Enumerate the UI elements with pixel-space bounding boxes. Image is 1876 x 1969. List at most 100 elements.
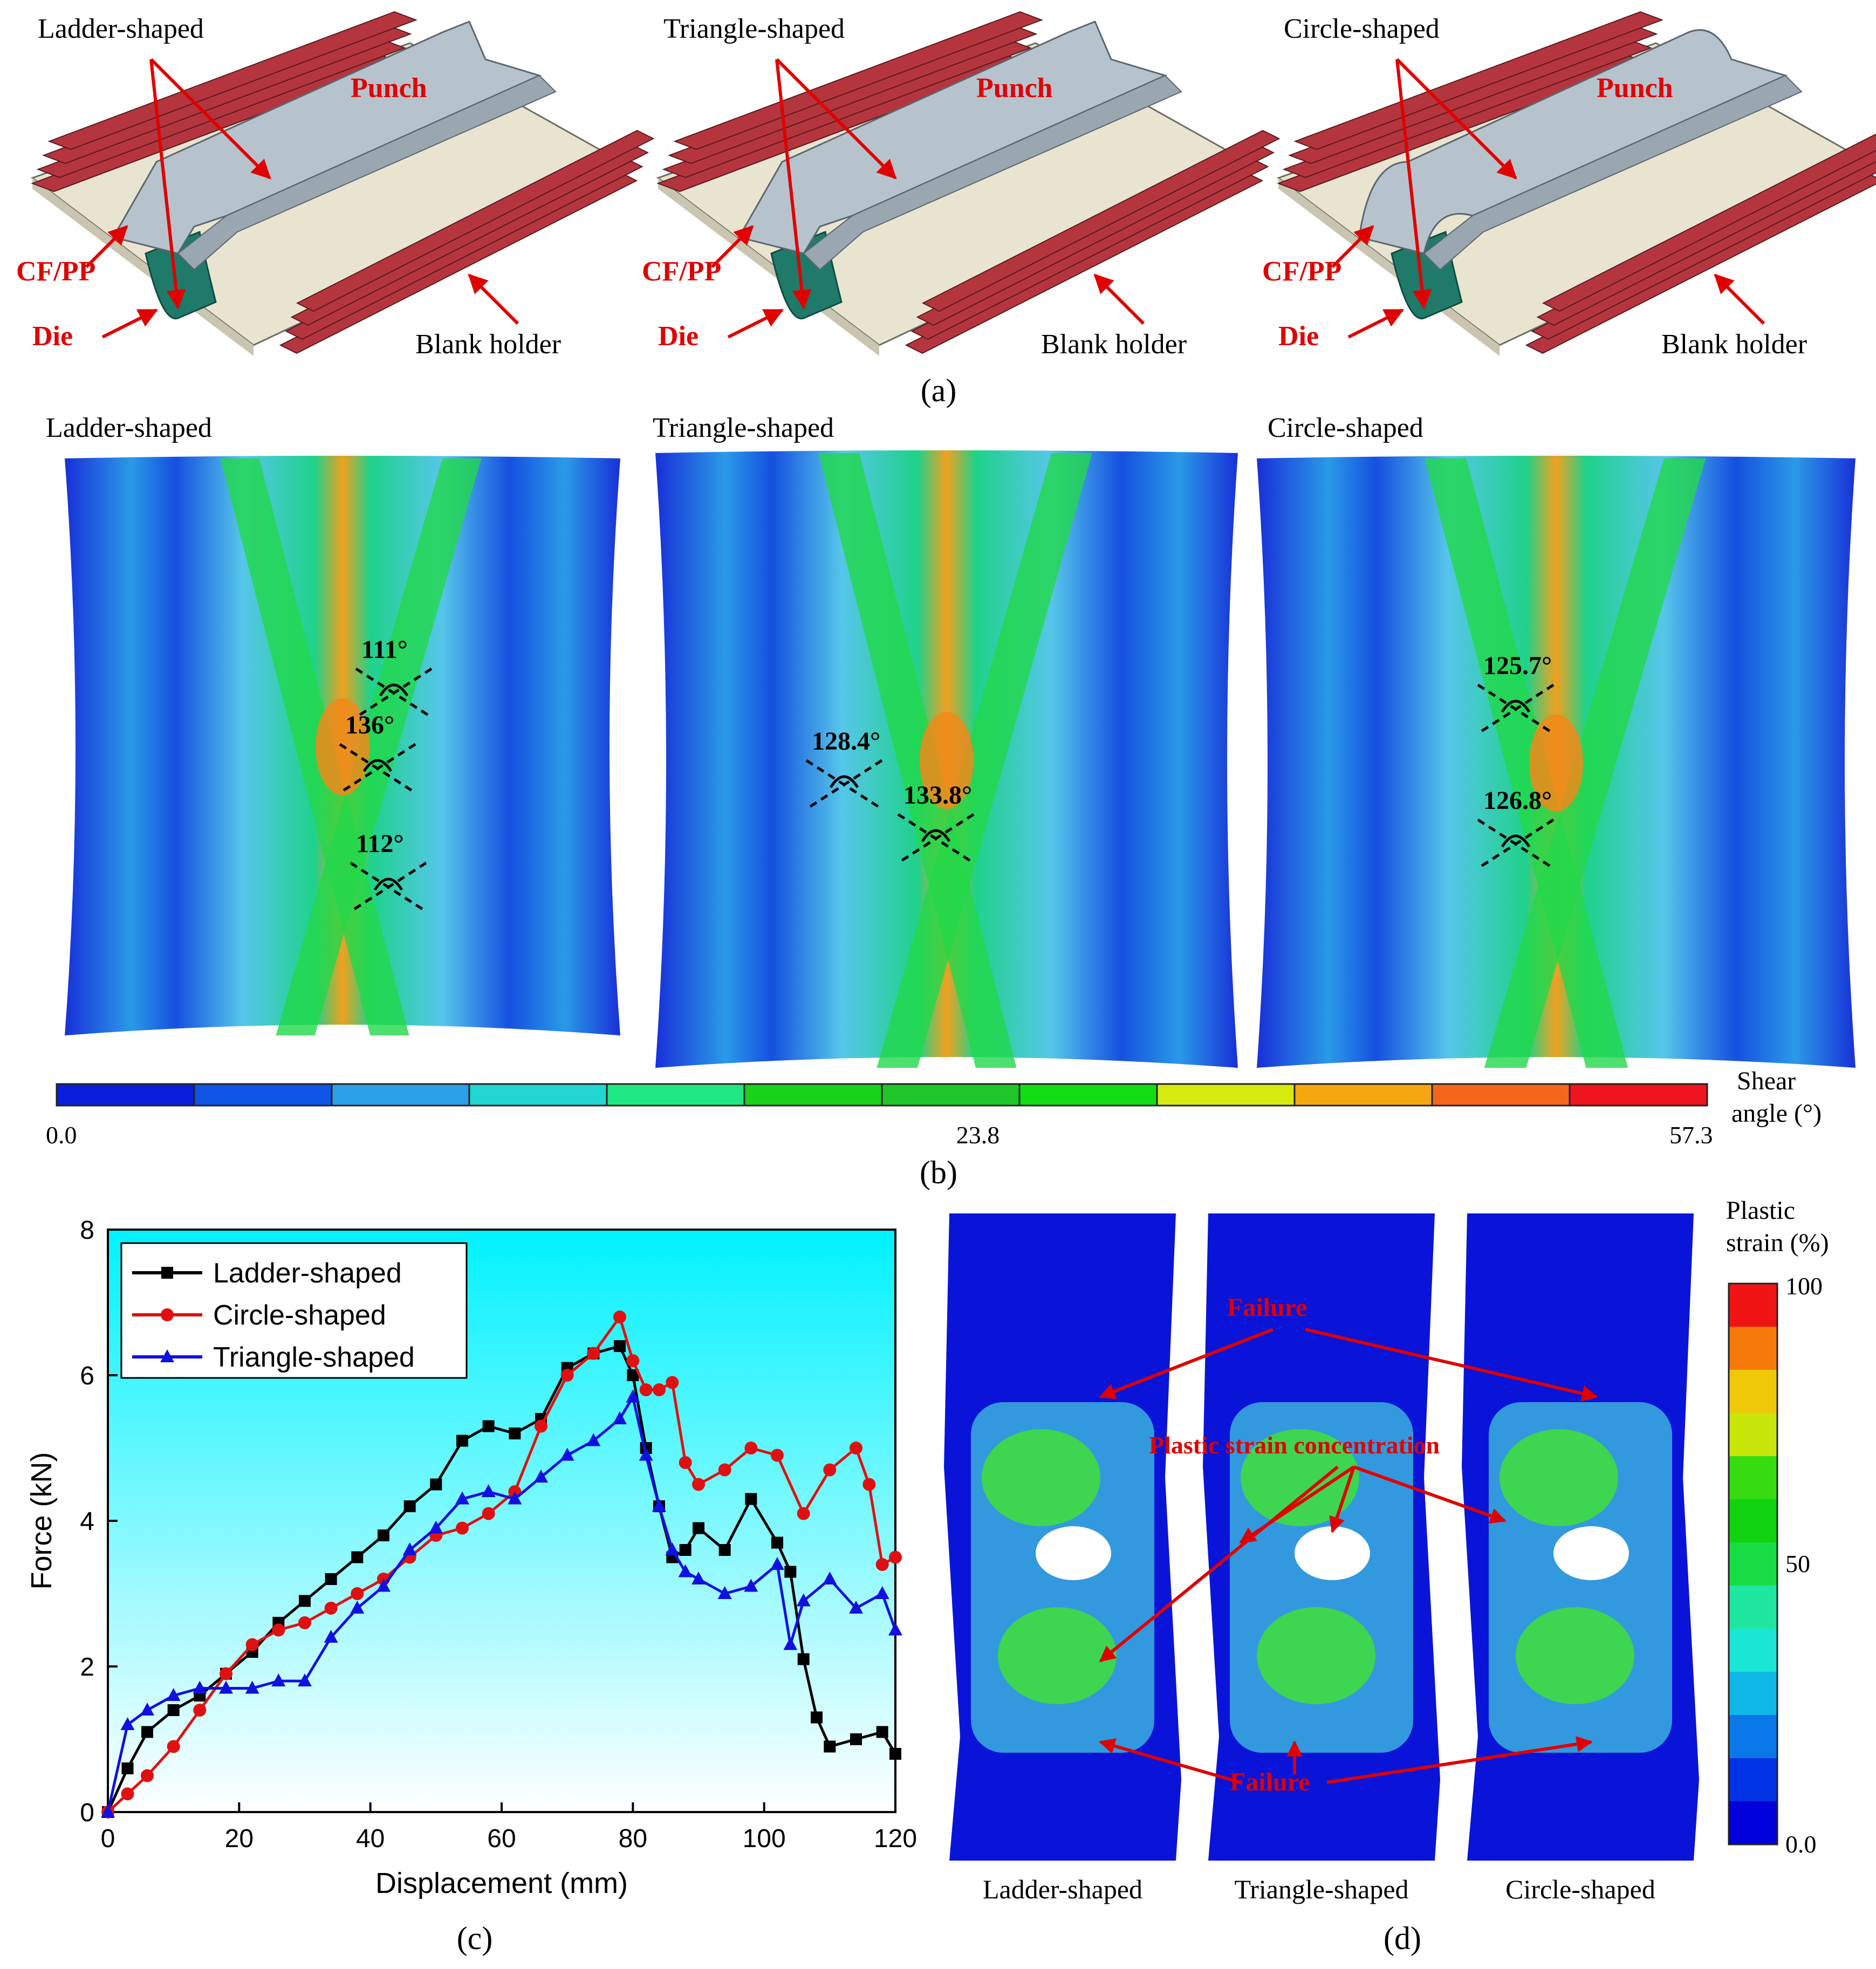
data-point — [771, 1536, 783, 1549]
strain-concentration — [1241, 1429, 1359, 1526]
shear-colorbar-segment — [56, 1083, 195, 1107]
strain-concentration — [1257, 1607, 1375, 1704]
x-axis-label: Displacement (mm) — [375, 1867, 628, 1899]
data-point — [744, 1579, 758, 1592]
shear-map-2: 128.4° 133.8° — [655, 450, 1238, 1068]
strain-colorbar-max: 100 — [1785, 1272, 1823, 1300]
data-point — [299, 1595, 311, 1607]
data-point — [482, 1507, 495, 1520]
legend-label: Triangle-shaped — [213, 1342, 415, 1373]
y-tick-label: 8 — [80, 1216, 94, 1245]
data-point — [481, 1484, 496, 1497]
angle-dash-line — [355, 667, 433, 719]
blank-edge — [658, 178, 879, 356]
shear-angle-value: 126.8° — [1483, 786, 1552, 815]
legend-label: Circle-shaped — [213, 1300, 386, 1331]
strain-colorbar-segment — [1729, 1456, 1777, 1499]
data-point — [679, 1456, 692, 1469]
annotation-arrow — [1099, 1738, 1241, 1784]
shear-angle-value: 111° — [361, 635, 408, 664]
annotation-arrow — [775, 59, 812, 310]
angle-arc — [362, 759, 393, 772]
shear-map-title: Circle-shaped — [1268, 413, 1423, 443]
model-2: Triangle-shaped Punch CF/PP Die Blank holder — [642, 11, 1281, 360]
holder-strip-lower — [1542, 133, 1876, 312]
annotation-arrow — [1395, 58, 1517, 180]
data-point — [771, 1449, 784, 1462]
annotation-arrow — [85, 225, 128, 269]
strain-colorbar-segment — [1729, 1715, 1777, 1758]
shear-hotspot — [1529, 715, 1583, 812]
data-point — [691, 1572, 706, 1584]
failure-hole — [1553, 1526, 1629, 1580]
annotation-arrow — [1714, 273, 1765, 325]
data-point — [456, 1435, 468, 1447]
data-point — [811, 1711, 823, 1724]
shear-colorbar-segment — [193, 1083, 333, 1107]
punch-flange — [803, 74, 1182, 271]
strain-colorbar-segment — [1729, 1542, 1777, 1586]
punch-shape — [1358, 29, 1788, 255]
annotation-arrow — [149, 59, 186, 310]
holder-strip-upper — [1293, 11, 1664, 150]
data-point — [430, 1478, 442, 1491]
shear-colorbar-max: 57.3 — [1669, 1121, 1713, 1149]
x-tick-label: 100 — [743, 1824, 786, 1853]
data-point — [101, 1805, 115, 1817]
data-point — [456, 1521, 469, 1535]
data-point — [745, 1493, 757, 1505]
annotation-arrow — [149, 58, 271, 180]
data-point — [639, 1447, 653, 1461]
data-point — [535, 1419, 547, 1433]
data-point — [402, 1542, 417, 1555]
shear-colorbar-title-1: Shear — [1737, 1067, 1796, 1095]
blank-edge — [32, 178, 254, 356]
data-point — [560, 1369, 574, 1382]
x-tick-label: 120 — [874, 1824, 917, 1853]
shear-colorbar-segment — [1431, 1083, 1571, 1107]
x-tick-label: 60 — [487, 1824, 516, 1853]
failure-label-bottom: Failure — [1230, 1768, 1310, 1796]
legend-marker — [161, 1308, 174, 1321]
data-point — [167, 1740, 180, 1753]
shear-band — [1424, 458, 1628, 1068]
shear-colorbar-title-2: angle (°) — [1731, 1099, 1822, 1128]
data-point — [784, 1566, 797, 1578]
data-point — [219, 1680, 233, 1694]
data-point — [888, 1622, 902, 1636]
shear-colorbar-segment — [1569, 1083, 1708, 1107]
shear-angle-value: 136° — [345, 711, 394, 739]
holder-strip-lower — [921, 129, 1281, 312]
annotation-arrow — [710, 225, 754, 269]
panel-a-label: (a) — [920, 373, 957, 408]
data-point — [770, 1557, 784, 1570]
data-point — [298, 1673, 312, 1686]
data-point — [120, 1717, 135, 1730]
strain-sample-3 — [1462, 1213, 1699, 1861]
data-point — [876, 1726, 888, 1738]
data-point — [678, 1564, 693, 1577]
legend-marker-group — [160, 1349, 174, 1362]
shear-colorbar-segment — [1018, 1083, 1158, 1107]
shear-map-1: 111° 136° 112° — [65, 456, 620, 1035]
shear-colorbar-segment — [881, 1083, 1021, 1107]
failure-label-top: Failure — [1227, 1293, 1307, 1322]
strain-colorbar-frame — [1728, 1282, 1778, 1845]
strain-colorbar-segment — [1729, 1801, 1777, 1844]
data-point — [614, 1340, 626, 1352]
data-point — [508, 1491, 522, 1505]
angle-dash-line — [805, 759, 883, 811]
strain-colorbar-segment — [1729, 1586, 1777, 1629]
data-point — [823, 1572, 837, 1584]
annotation-arrow — [1395, 59, 1432, 310]
series-line — [106, 1396, 897, 1813]
shear-angle-value: 128.4° — [812, 727, 880, 756]
punch-label: Punch — [976, 73, 1053, 104]
shear-band — [818, 453, 1017, 1068]
data-point — [862, 1478, 876, 1491]
shear-band — [877, 453, 1092, 1068]
data-point — [193, 1704, 207, 1717]
data-point — [653, 1383, 666, 1396]
data-point — [718, 1544, 731, 1556]
shear-angle-value: 133.8° — [903, 781, 972, 809]
